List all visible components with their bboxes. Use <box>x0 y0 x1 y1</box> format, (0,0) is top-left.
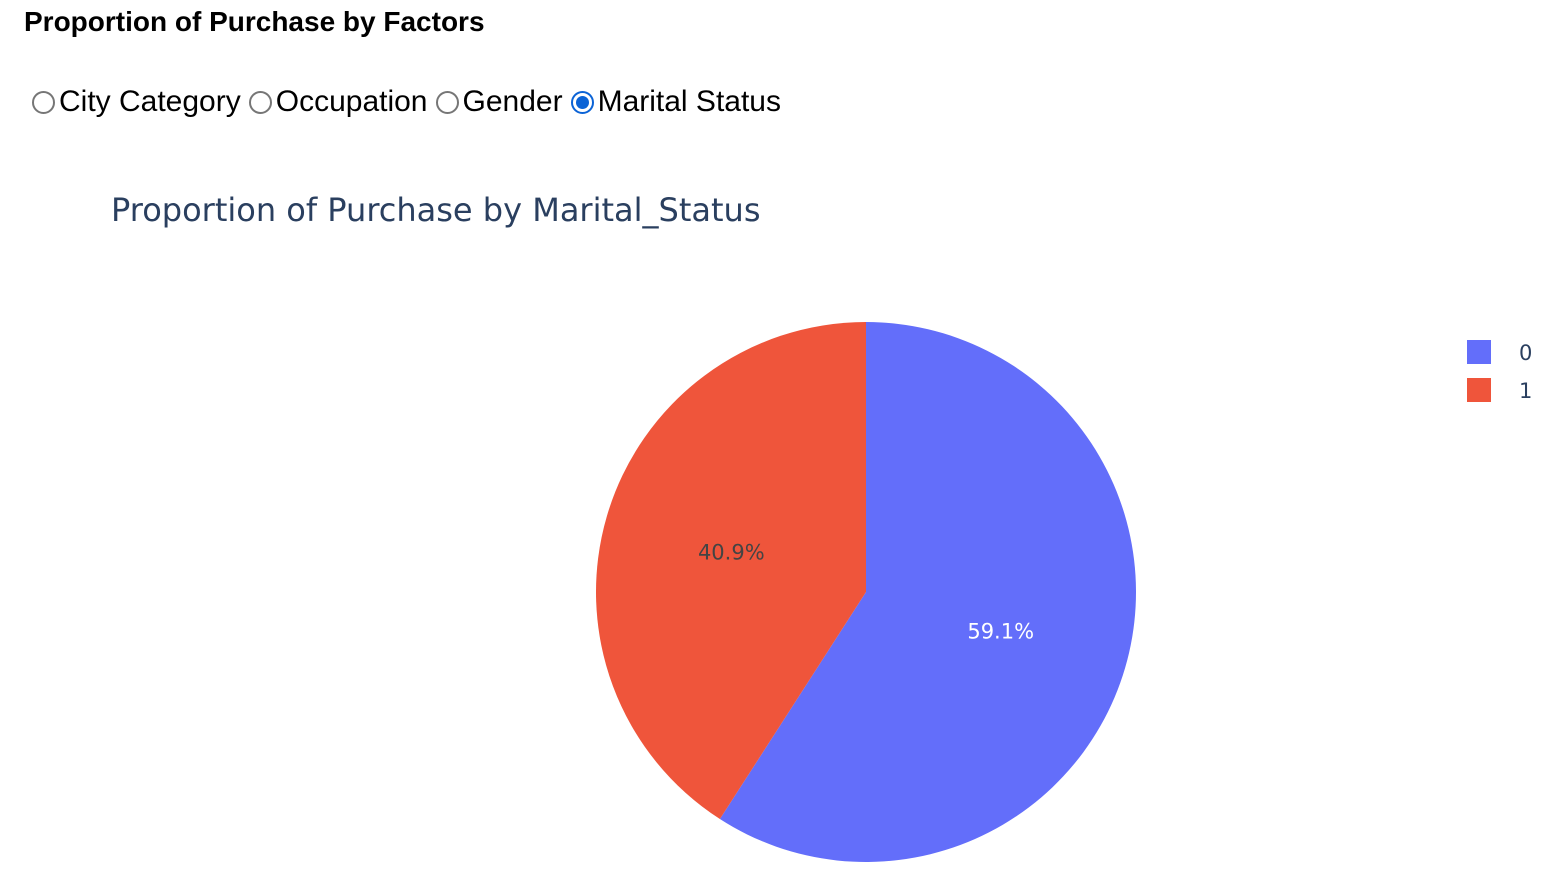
slice-label-0: 59.1% <box>967 620 1034 644</box>
legend-swatch-0[interactable] <box>1467 340 1491 364</box>
pie-slice-1[interactable] <box>595 322 866 820</box>
radio-button-occupation[interactable] <box>248 90 272 114</box>
pie-slices <box>595 322 1136 863</box>
radio-button-marital-status[interactable] <box>570 90 594 114</box>
radio-label-occupation: Occupation <box>275 85 428 118</box>
pie-chart: Proportion of Purchase by Marital_Status… <box>111 191 1532 863</box>
legend-label-0[interactable]: 0 <box>1519 341 1532 365</box>
radio-label-gender: Gender <box>462 85 563 118</box>
factor-radio-group: City Category Occupation Gender Marital … <box>32 84 789 120</box>
slice-label-1: 40.9% <box>698 540 765 564</box>
radio-label-marital-status: Marital Status <box>597 85 781 118</box>
radio-option-city-category[interactable]: City Category <box>32 84 241 120</box>
radio-button-gender[interactable] <box>435 90 459 114</box>
radio-option-gender[interactable]: Gender <box>435 84 563 120</box>
chart-title: Proportion of Purchase by Marital_Status <box>111 191 760 229</box>
radio-button-city-category[interactable] <box>32 90 55 114</box>
radio-option-occupation[interactable]: Occupation <box>248 84 428 120</box>
radio-option-marital-status[interactable]: Marital Status <box>570 84 781 120</box>
pie-slice-labels: 59.1% 40.9% <box>698 540 1034 643</box>
chart-legend: 01 <box>1467 340 1532 403</box>
pie-slice-0[interactable] <box>719 322 1136 863</box>
legend-label-1[interactable]: 1 <box>1519 379 1532 403</box>
legend-swatch-1[interactable] <box>1467 378 1491 402</box>
page-heading: Proportion of Purchase by Factors <box>24 6 485 37</box>
radio-label-city-category: City Category <box>59 85 241 118</box>
